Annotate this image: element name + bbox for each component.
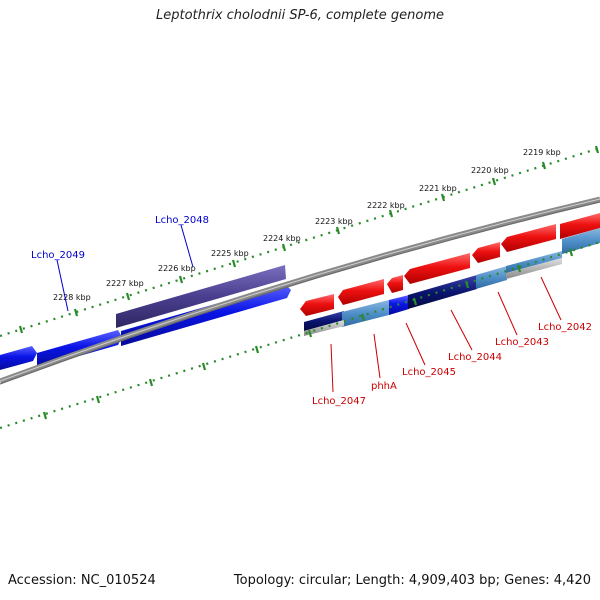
gene-label-lcho-2042[interactable]: Lcho_2042 bbox=[538, 322, 592, 333]
kbp-label: 2228 kbp bbox=[53, 293, 91, 302]
gene-arrow-lcho-2047[interactable] bbox=[300, 294, 334, 316]
kbp-label: 2219 kbp bbox=[523, 148, 561, 157]
gene-shade-gray bbox=[506, 258, 562, 279]
gene-shade-steel bbox=[476, 266, 507, 289]
gene-label-lcho-2043[interactable]: Lcho_2043 bbox=[495, 337, 549, 348]
gene-arrow-lcho-2043[interactable] bbox=[472, 242, 500, 263]
gene-label-lcho-2049[interactable]: Lcho_2049 bbox=[31, 250, 85, 261]
gene-arrow-lcho-2048-shadow bbox=[116, 265, 286, 328]
gene-label-lcho-2044[interactable]: Lcho_2044 bbox=[448, 352, 502, 363]
gene-label-phha[interactable]: phhA bbox=[371, 381, 397, 392]
label-leaders bbox=[56, 224, 562, 393]
kbp-label: 2227 kbp bbox=[106, 279, 144, 288]
gene-shade-steel bbox=[562, 228, 600, 254]
gene-shade-navy bbox=[304, 311, 344, 331]
kbp-label: 2222 kbp bbox=[367, 201, 405, 210]
gene-shade-navy bbox=[408, 275, 477, 309]
lower-ruler bbox=[0, 240, 600, 430]
kbp-label: 2226 kbp bbox=[158, 264, 196, 273]
gene-shade-gray bbox=[304, 320, 344, 336]
gene-shade-steel bbox=[342, 300, 389, 327]
gene-label-lcho-2048[interactable]: Lcho_2048 bbox=[155, 215, 209, 226]
map-title: Leptothrix cholodnii SP-6, complete geno… bbox=[156, 8, 444, 23]
kbp-label: 2225 kbp bbox=[211, 249, 249, 258]
gene-arrow-lcho-2045[interactable] bbox=[387, 275, 403, 293]
backbone bbox=[0, 196, 600, 385]
gene-arrow-lcho-2042[interactable] bbox=[501, 224, 556, 252]
kbp-label: 2223 kbp bbox=[315, 217, 353, 226]
gene-arrow-lcho-2050[interactable] bbox=[0, 346, 37, 370]
gene-arrow-phha[interactable] bbox=[338, 279, 384, 305]
upper-ruler bbox=[0, 145, 600, 338]
gene-label-lcho-2045[interactable]: Lcho_2045 bbox=[402, 367, 456, 378]
kbp-label: 2221 kbp bbox=[419, 184, 457, 193]
kbp-label: 2220 kbp bbox=[471, 166, 509, 175]
minus-strand-genes bbox=[300, 213, 600, 336]
accession-text: Accession: NC_010524 bbox=[8, 573, 156, 588]
gene-arrow-lcho-2044[interactable] bbox=[404, 253, 470, 284]
gene-labels: Lcho_2048 Lcho_2049 Lcho_2042 Lcho_2043 … bbox=[31, 215, 592, 407]
genome-summary-text: Topology: circular; Length: 4,909,403 bp… bbox=[233, 573, 591, 588]
gene-label-lcho-2047[interactable]: Lcho_2047 bbox=[312, 396, 366, 407]
kbp-labels: 2219 kbp 2220 kbp 2221 kbp 2222 kbp 2223… bbox=[53, 148, 561, 302]
plus-strand-genes bbox=[0, 265, 291, 370]
gene-arrow-lcho-2041[interactable] bbox=[560, 213, 600, 239]
kbp-label: 2224 kbp bbox=[263, 234, 301, 243]
